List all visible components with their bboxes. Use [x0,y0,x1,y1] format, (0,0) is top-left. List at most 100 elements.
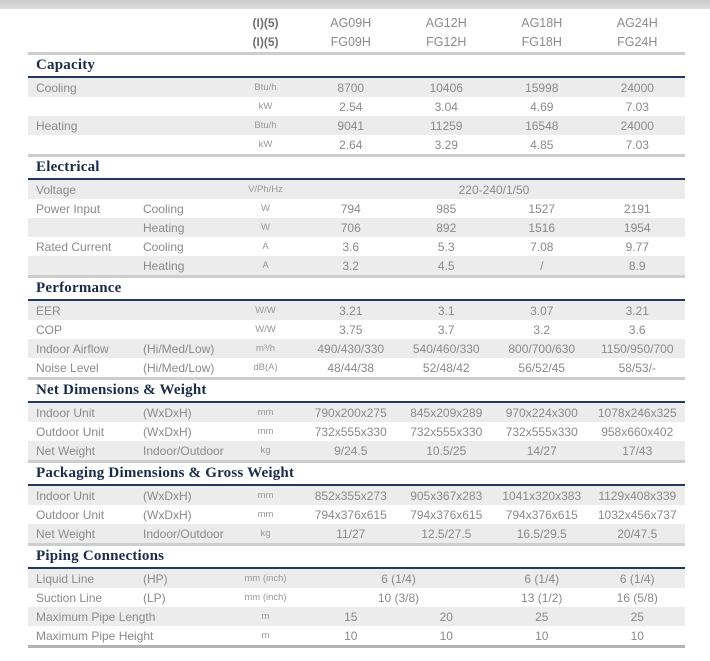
value-cell: 4.85 [530,137,554,152]
value-cell: 10 [439,628,453,643]
value-cell: 852x355x273 [314,488,387,503]
value-cell: 1954 [623,220,651,235]
spec-sections: Capacity Cooling Btu/h 8700 10406 15998 24000 k… [28,52,685,645]
row-sublabel: (HP) [143,571,168,586]
row-label: Indoor Airflow [36,341,109,356]
value-cell: 25 [630,609,644,624]
value-cell: 1527 [528,201,556,216]
unit-label: Btu/h [254,82,277,93]
model-code: FG24H [617,34,658,49]
value-cell: 16.5/29.5 [516,526,567,541]
value-cell: 9.77 [625,239,649,254]
row-label: Outdoor Unit [36,424,105,439]
model-code: FG18H [521,34,562,49]
value-cell: 52/48/42 [422,360,470,375]
value-cell: 732x555x330 [314,424,387,439]
value-cell: 7.03 [625,137,649,152]
value-cell: 7.08 [530,239,554,254]
unit-label: m [261,630,270,641]
model-header-row: (I)(5) FG09H FG12H FG18H FG24H [28,32,685,51]
value-cell: 892 [436,220,457,235]
value-cell: 3.21 [339,303,363,318]
unit-label: W [261,222,270,233]
value-cell: 220-240/1/50 [458,182,530,197]
value-cell: 9/24.5 [334,443,368,458]
spec-row: Indoor Unit (WxDxH) mm 790x200x275 845x209x2… [28,403,685,422]
spec-row: kW 2.54 3.04 4.69 7.03 [28,97,685,116]
value-cell: 706 [340,220,361,235]
value-cell: 1150/950/700 [600,341,674,356]
value-cell: 10406 [429,80,463,95]
value-cell: 1041x320x383 [502,488,582,503]
row-label: Maximum Pipe Height [36,628,154,643]
unit-label: W/W [255,305,276,316]
spec-row: Outdoor Unit (WxDxH) mm 732x555x330 732x555x… [28,422,685,441]
spec-section: Piping Connections Liquid Line (HP) mm (inc… [28,543,685,645]
value-cell: 24000 [620,80,654,95]
value-cell: 9041 [337,118,365,133]
value-cell: 1032x456x737 [597,507,677,522]
value-cell: 790x200x275 [314,405,387,420]
value-cell: 25 [535,609,549,624]
unit-label: W [261,203,270,214]
table-bottom-rule [28,645,685,649]
value-cell: 2191 [623,201,651,216]
unit-label: Btu/h [254,120,277,131]
value-cell: / [540,258,544,273]
model-header-row: (I)(5) AG09H AG12H AG18H AG24H [28,13,685,32]
spec-section: Net Dimensions & Weight Indoor Unit (WxDxH… [28,377,685,460]
value-cell: 3.21 [625,303,649,318]
value-cell: 8.9 [628,258,646,273]
row-sublabel: (Hi/Med/Low) [143,341,215,356]
row-label: Net Weight [36,443,96,458]
value-cell: 800/700/630 [508,341,576,356]
spec-row: kW 2.64 3.29 4.85 7.03 [28,135,685,154]
row-label: Noise Level [36,360,99,375]
spec-row: Heating W 706 892 1516 1954 [28,218,685,237]
model-code: FG09H [330,34,371,49]
value-cell: 20 [439,609,453,624]
row-sublabel: Cooling [143,201,184,216]
row-sublabel: (Hi/Med/Low) [143,360,215,375]
unit-label: W/W [255,324,276,335]
spec-row: COP W/W 3.75 3.7 3.2 3.6 [28,320,685,339]
spec-row: Indoor Airflow (Hi/Med/Low) m³/h 490/430/33… [28,339,685,358]
spec-row: Voltage V/Ph/Hz 220-240/1/50 [28,180,685,199]
row-label: Indoor Unit [36,405,95,420]
value-cell: 3.7 [437,322,455,337]
spec-row: Cooling Btu/h 8700 10406 15998 24000 [28,78,685,97]
value-cell: 3.29 [434,137,458,152]
spec-row: Indoor Unit (WxDxH) mm 852x355x273 905x367x2… [28,486,685,505]
value-cell: 6 (1/4) [524,571,560,586]
row-sublabel: (WxDxH) [143,507,192,522]
value-cell: 15 [344,609,358,624]
spec-section: Performance EER W/W 3.21 3.1 3.07 3.21 COP W/W 3.… [28,275,685,377]
unit-label: V/Ph/Hz [248,184,283,195]
unit-label: m³/h [256,343,275,354]
value-cell: 794x376x615 [314,507,387,522]
value-cell: 3.6 [628,322,646,337]
value-cell: 20/47.5 [617,526,658,541]
value-cell: 794x376x615 [410,507,483,522]
value-cell: 2.54 [339,99,363,114]
unit-label: mm (inch) [244,573,287,584]
value-cell: 3.6 [342,239,360,254]
value-cell: 6 (1/4) [381,571,416,586]
unit-label: mm [257,426,274,437]
value-cell: 16 (5/8) [616,590,658,605]
value-cell: 10.5/25 [426,443,467,458]
row-label: Heating [36,118,78,133]
value-cell: 4.69 [530,99,554,114]
value-cell: 6 (1/4) [619,571,655,586]
row-sublabel: Cooling [143,239,184,254]
spec-row: Rated Current Cooling A 3.6 5.3 7.08 9.77 [28,237,685,256]
row-label: Cooling [36,80,77,95]
unit-label: A [262,241,269,252]
variant-label: (I)(5) [252,15,279,30]
spec-section: Capacity Cooling Btu/h 8700 10406 15998 24000 k… [28,52,685,154]
row-label: Power Input [36,201,101,216]
unit-label: mm [257,407,274,418]
value-cell: 1129x408x339 [598,488,677,503]
spec-row: Net Weight Indoor/Outdoor kg 11/27 12.5/27.5… [28,524,685,543]
spec-row: Maximum Pipe Height m 10 10 10 10 [28,626,685,645]
